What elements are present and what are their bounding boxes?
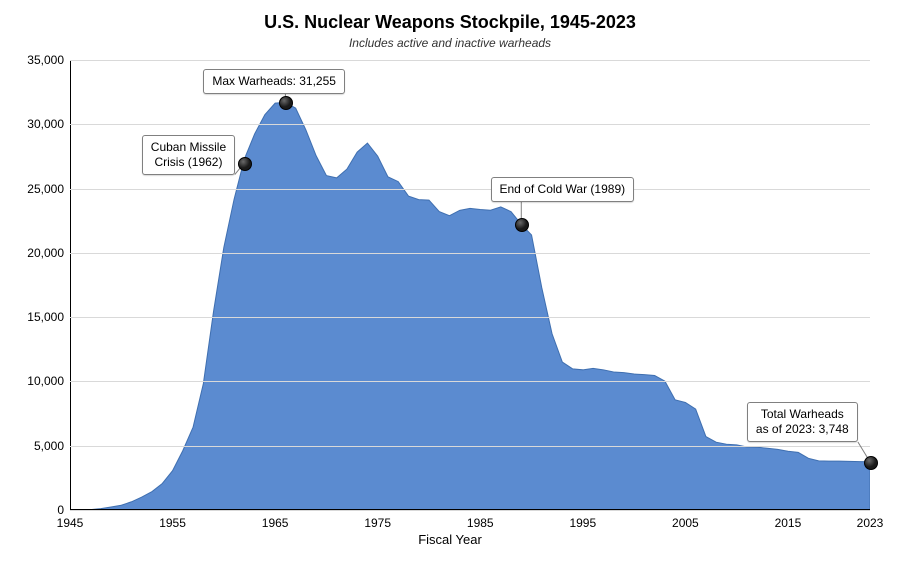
- annotation-marker: [864, 456, 878, 470]
- gridline: [70, 381, 870, 382]
- x-tick-label: 2005: [672, 510, 699, 530]
- y-tick-label: 5,000: [34, 439, 70, 453]
- area-series: [70, 60, 870, 510]
- x-tick-label: 1975: [364, 510, 391, 530]
- gridline: [70, 317, 870, 318]
- annotation-label: Max Warheads: 31,255: [203, 69, 345, 94]
- chart-title: U.S. Nuclear Weapons Stockpile, 1945-202…: [0, 12, 900, 33]
- annotation-label: Total Warheadsas of 2023: 3,748: [747, 402, 858, 442]
- y-axis: [70, 60, 71, 510]
- annotation-label: End of Cold War (1989): [491, 177, 635, 202]
- y-tick-label: 35,000: [27, 53, 70, 67]
- gridline: [70, 253, 870, 254]
- annotation-label: Cuban MissileCrisis (1962): [142, 135, 235, 175]
- y-tick-label: 15,000: [27, 310, 70, 324]
- gridline: [70, 60, 870, 61]
- x-tick-label: 1995: [569, 510, 596, 530]
- x-tick-label: 2015: [775, 510, 802, 530]
- y-tick-label: 20,000: [27, 246, 70, 260]
- y-tick-label: 10,000: [27, 374, 70, 388]
- x-tick-label: 1965: [262, 510, 289, 530]
- chart-subtitle: Includes active and inactive warheads: [0, 36, 900, 50]
- chart-container: U.S. Nuclear Weapons Stockpile, 1945-202…: [0, 0, 900, 571]
- x-axis-label: Fiscal Year: [0, 532, 900, 547]
- x-tick-label: 1945: [57, 510, 84, 530]
- x-tick-label: 2023: [857, 510, 884, 530]
- y-tick-label: 30,000: [27, 117, 70, 131]
- plot-area: 05,00010,00015,00020,00025,00030,00035,0…: [70, 60, 870, 510]
- gridline: [70, 189, 870, 190]
- x-tick-label: 1985: [467, 510, 494, 530]
- gridline: [70, 446, 870, 447]
- y-tick-label: 25,000: [27, 182, 70, 196]
- gridline: [70, 124, 870, 125]
- x-tick-label: 1955: [159, 510, 186, 530]
